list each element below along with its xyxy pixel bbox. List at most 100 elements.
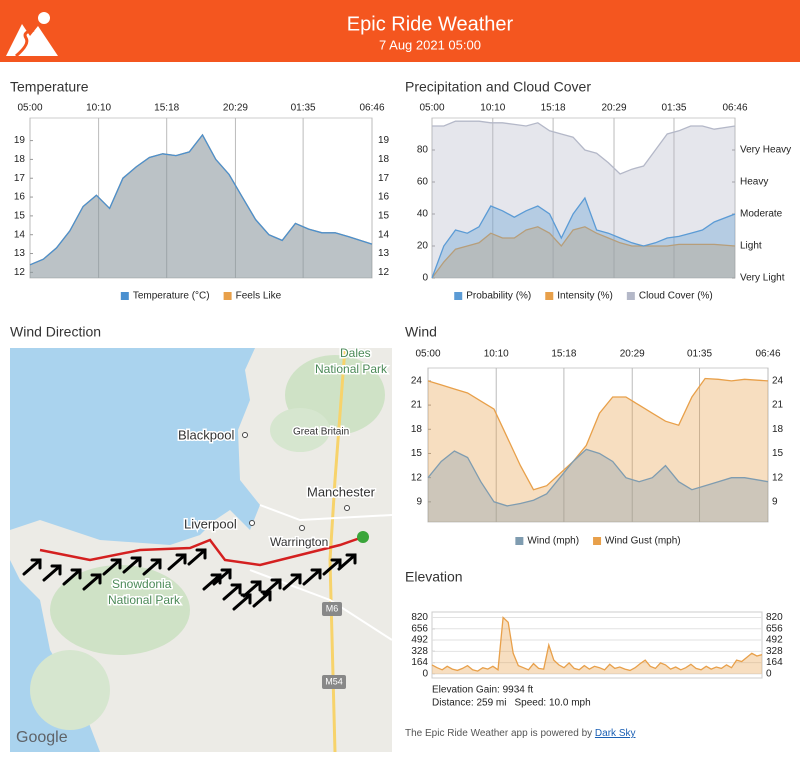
wind-arrow bbox=[102, 558, 122, 576]
map-label: Liverpool bbox=[184, 516, 237, 531]
chart-title: Temperature bbox=[10, 79, 89, 95]
wind-arrow bbox=[282, 573, 302, 591]
legend-label: Probability (%) bbox=[466, 291, 531, 302]
y-right-label: 9 bbox=[772, 496, 778, 507]
legend-label: Intensity (%) bbox=[557, 291, 613, 302]
app-subtitle: 7 Aug 2021 05:00 bbox=[379, 37, 481, 52]
wind-arrow bbox=[322, 558, 342, 576]
y-right-label: 17 bbox=[378, 173, 390, 184]
y-tick-label: 15 bbox=[411, 448, 423, 459]
road-label: M6 bbox=[326, 603, 339, 613]
legend-swatch bbox=[593, 537, 602, 545]
y-tick-label: 15 bbox=[14, 211, 26, 222]
y-tick-label: 12 bbox=[411, 472, 423, 483]
map-title: Wind Direction bbox=[10, 324, 101, 340]
chart-title: Wind bbox=[405, 324, 437, 340]
y-right-label: 15 bbox=[378, 211, 390, 222]
wind-arrow bbox=[167, 553, 187, 571]
map-label: Great Britain bbox=[293, 427, 349, 438]
series-area bbox=[428, 378, 768, 522]
y-right-label: 18 bbox=[378, 154, 390, 165]
y-right-label: 13 bbox=[378, 248, 390, 259]
wind-arrow bbox=[252, 590, 272, 608]
x-tick-label: 01:35 bbox=[661, 103, 686, 114]
y-tick-label: 16 bbox=[14, 192, 26, 203]
map-label: National Park bbox=[315, 362, 388, 376]
chart-title: Precipitation and Cloud Cover bbox=[405, 79, 591, 95]
map-label: National Park bbox=[108, 593, 181, 607]
footer-link[interactable]: Dark Sky bbox=[595, 728, 636, 739]
google-logo: Google bbox=[16, 729, 68, 746]
x-tick-label: 01:35 bbox=[687, 349, 712, 360]
y2-tick-label: Moderate bbox=[740, 209, 783, 220]
series-area bbox=[30, 134, 372, 278]
x-tick-label: 10:10 bbox=[480, 103, 505, 114]
y-right-label: 18 bbox=[772, 424, 784, 435]
series-line bbox=[432, 120, 736, 175]
y-tick-label: 164 bbox=[411, 657, 428, 668]
wind-arrow bbox=[302, 568, 322, 586]
map: Dales National Park Blackpool Great Brit… bbox=[10, 346, 392, 752]
y2-tick-label: Heavy bbox=[740, 177, 768, 188]
y-right-label: 328 bbox=[766, 646, 783, 657]
y-tick-label: 40 bbox=[417, 209, 429, 220]
y-tick-label: 328 bbox=[411, 646, 428, 657]
x-tick-label: 20:29 bbox=[601, 103, 626, 114]
y-right-label: 0 bbox=[766, 669, 772, 680]
wind-arrow bbox=[222, 583, 242, 601]
legend-swatch bbox=[223, 292, 232, 300]
x-tick-label: 06:46 bbox=[755, 349, 780, 360]
y-tick-label: 0 bbox=[422, 273, 428, 284]
y-tick-label: 820 bbox=[411, 612, 428, 623]
legend-swatch bbox=[626, 292, 635, 300]
y2-tick-label: Light bbox=[740, 241, 762, 252]
legend-label: Wind (mph) bbox=[527, 536, 579, 547]
x-tick-label: 20:29 bbox=[620, 349, 645, 360]
legend-label: Cloud Cover (%) bbox=[639, 291, 713, 302]
y-tick-label: 0 bbox=[422, 669, 428, 680]
y-tick-label: 492 bbox=[411, 635, 428, 646]
x-tick-label: 05:00 bbox=[419, 103, 444, 114]
y-right-label: 164 bbox=[766, 657, 783, 668]
y-tick-label: 17 bbox=[14, 173, 26, 184]
x-tick-label: 05:00 bbox=[415, 349, 440, 360]
y-tick-label: 14 bbox=[14, 229, 26, 240]
y-tick-label: 24 bbox=[411, 376, 423, 387]
y-tick-label: 21 bbox=[411, 400, 423, 411]
y-right-label: 14 bbox=[378, 229, 390, 240]
annotation: Distance: 259 mi bbox=[432, 698, 506, 709]
series-area bbox=[30, 134, 372, 278]
y-tick-label: 12 bbox=[14, 267, 26, 278]
y-right-label: 19 bbox=[378, 135, 390, 146]
wind-arrow bbox=[212, 568, 232, 586]
y-tick-label: 18 bbox=[14, 154, 26, 165]
legend-label: Temperature (°C) bbox=[133, 291, 210, 302]
map-label: Warrington bbox=[270, 535, 328, 549]
map-label: Snowdonia bbox=[112, 577, 172, 591]
series-line bbox=[431, 226, 736, 279]
y-tick-label: 656 bbox=[411, 623, 428, 634]
x-tick-label: 10:10 bbox=[86, 103, 111, 114]
y2-tick-label: Very Heavy bbox=[740, 145, 791, 156]
legend-swatch bbox=[454, 292, 463, 300]
series-area bbox=[428, 449, 768, 522]
wind-arrow bbox=[82, 573, 102, 591]
map-label: Dales bbox=[340, 346, 371, 360]
y-tick-label: 20 bbox=[417, 241, 429, 252]
series-line bbox=[431, 616, 763, 672]
y-right-label: 21 bbox=[772, 400, 784, 411]
annotation: Speed: 10.0 mph bbox=[514, 698, 590, 709]
y-right-label: 492 bbox=[766, 635, 783, 646]
y2-tick-label: Very Light bbox=[740, 273, 785, 284]
wind-arrow bbox=[232, 593, 252, 611]
y-tick-label: 9 bbox=[416, 496, 422, 507]
y-right-label: 16 bbox=[378, 192, 390, 203]
road-label: M54 bbox=[325, 676, 343, 686]
x-tick-label: 15:18 bbox=[154, 103, 179, 114]
legend-swatch bbox=[120, 292, 129, 300]
x-tick-label: 06:46 bbox=[722, 103, 747, 114]
footer-text: The Epic Ride Weather app is powered by bbox=[405, 728, 592, 739]
x-tick-label: 15:18 bbox=[541, 103, 566, 114]
app-title: Epic Ride Weather bbox=[347, 13, 514, 35]
